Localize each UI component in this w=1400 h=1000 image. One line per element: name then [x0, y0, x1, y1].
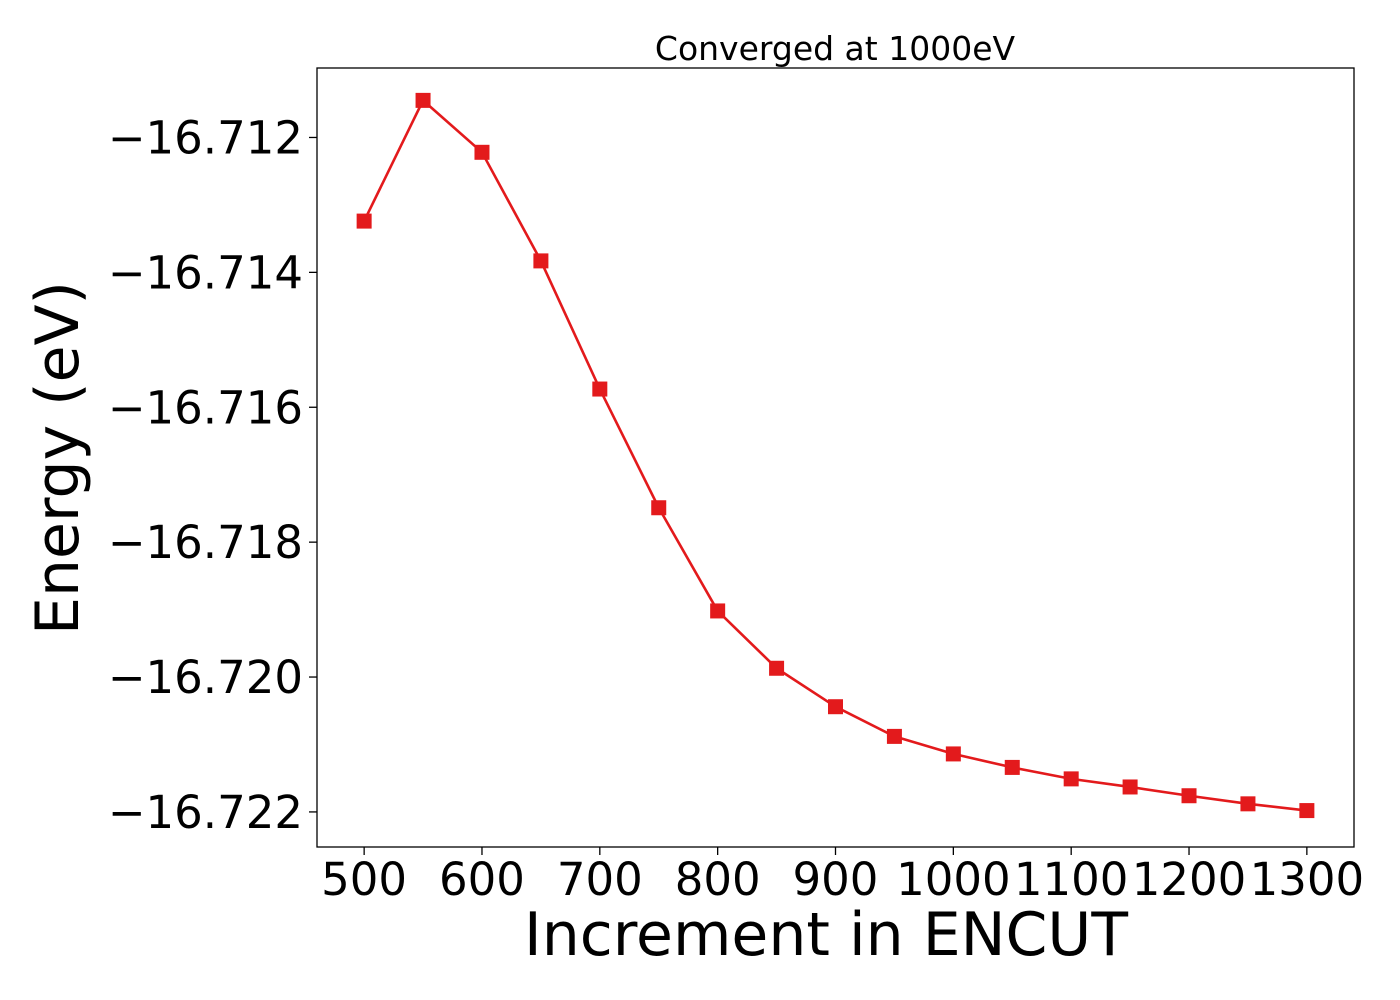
x-tick-label: 700	[557, 853, 643, 906]
x-tick-label: 600	[439, 853, 525, 906]
plot-frame	[316, 67, 1355, 848]
x-axis-label: Increment in ENCUT	[524, 900, 1128, 970]
x-tick-label: 1100	[1014, 853, 1129, 906]
data-point-marker	[592, 381, 608, 397]
data-point-marker	[651, 500, 667, 516]
y-axis-ticks: −16.712 −16.714 −16.716 −16.718 −16.720 −16.7…	[108, 111, 317, 839]
x-tick-label: 500	[321, 853, 407, 906]
chart-title: Converged at 1000eV	[655, 29, 1016, 68]
data-point-marker	[828, 699, 843, 715]
x-tick-label: 1000	[896, 853, 1011, 906]
x-tick-label: 900	[793, 853, 879, 906]
data-point-marker	[474, 144, 490, 160]
data-point-marker	[356, 213, 372, 229]
series-layer	[356, 92, 1315, 819]
y-tick-label: −16.714	[108, 246, 303, 299]
x-axis-ticks: 500 600 700 800 900 1000 1100 1200 1300	[321, 847, 1364, 906]
x-tick-label: 1200	[1132, 853, 1247, 906]
plot-area: 500 600 700 800 900 1000 1100 1200 1300 −16.712−…	[108, 67, 1364, 906]
x-tick-label: 1300	[1250, 853, 1365, 906]
data-point-marker	[769, 660, 785, 676]
data-point-marker	[945, 746, 961, 762]
y-tick-label: −16.716	[108, 381, 303, 434]
y-tick-label: −16.718	[108, 516, 303, 569]
y-tick-label: −16.712	[108, 111, 303, 164]
data-point-marker	[1181, 788, 1197, 804]
x-tick-label: 800	[675, 853, 761, 906]
data-point-marker	[1240, 796, 1256, 812]
data-point-marker	[1004, 759, 1020, 775]
data-point-marker	[415, 92, 431, 108]
data-point-marker	[1063, 771, 1079, 787]
y-tick-label: −16.722	[108, 786, 303, 839]
data-point-marker	[886, 728, 902, 744]
y-tick-label: −16.720	[108, 651, 303, 704]
data-point-marker	[710, 603, 726, 619]
data-point-marker	[533, 253, 549, 269]
data-point-marker	[1122, 779, 1138, 795]
y-axis-label: Energy (eV)	[23, 281, 93, 635]
data-point-marker	[1299, 803, 1315, 819]
